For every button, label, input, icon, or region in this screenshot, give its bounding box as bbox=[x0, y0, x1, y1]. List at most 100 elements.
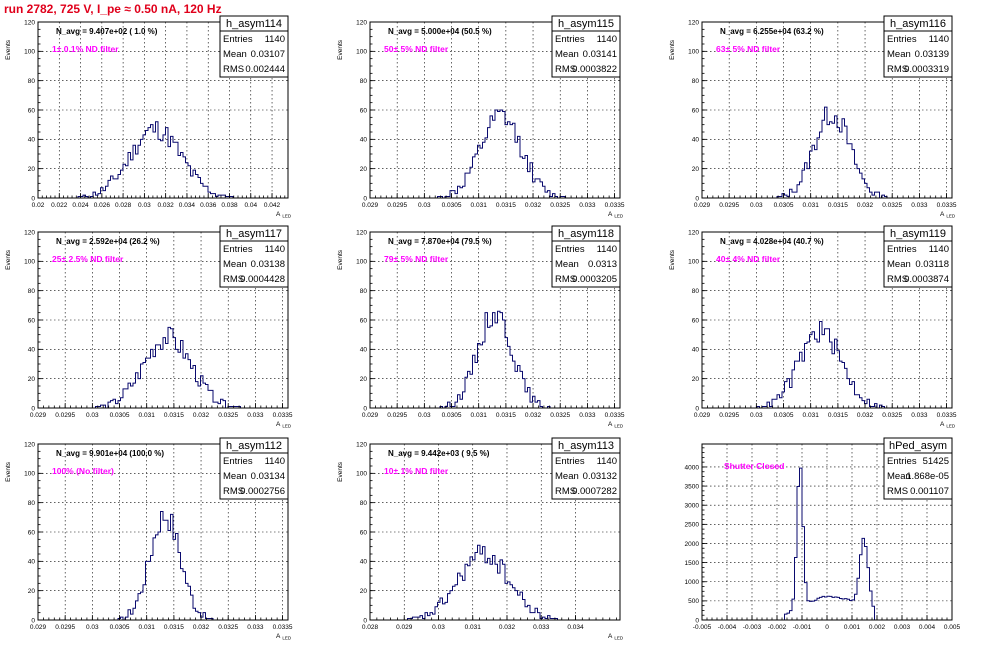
x-tick-label: 0.029 bbox=[694, 202, 711, 209]
x-axis-label: A LED bbox=[276, 421, 292, 429]
x-tick-label: 0.028 bbox=[362, 624, 379, 631]
y-tick-label: 0 bbox=[363, 195, 367, 202]
stats-value: 0.0313 bbox=[588, 259, 617, 270]
x-axis-label: A LED bbox=[940, 211, 956, 219]
y-tick-label: 0 bbox=[695, 617, 699, 624]
stats-value: 0.0003874 bbox=[904, 274, 949, 285]
navg-label: N_avg = 4.028e+04 (40.7 %) bbox=[720, 237, 824, 246]
stats-key: Entries bbox=[223, 456, 253, 467]
histogram-bars bbox=[370, 310, 620, 409]
x-tick-label: 0.033 bbox=[911, 412, 928, 419]
y-tick-label: 40 bbox=[28, 347, 36, 354]
y-tick-label: 100 bbox=[24, 471, 35, 478]
stats-box: h_asym115 Entries 1140 Mean 0.03141 RMS0.0003… bbox=[551, 15, 621, 78]
stats-box: h_asym119 Entries 1140 Mean 0.03118 RMS0.0003… bbox=[883, 225, 953, 288]
y-axis-label: Events bbox=[5, 39, 12, 60]
stats-value: 0.002444 bbox=[245, 64, 285, 75]
x-tick-label: 0.032 bbox=[193, 624, 210, 631]
stats-value: 0.0003319 bbox=[904, 64, 949, 75]
x-tick-label: 0.004 bbox=[919, 624, 936, 631]
x-tick-label: 0.0305 bbox=[110, 412, 130, 419]
x-tick-label: 0.031 bbox=[803, 412, 820, 419]
x-tick-label: 0.0305 bbox=[442, 412, 462, 419]
x-tick-label: 0.03 bbox=[432, 624, 445, 631]
stats-key: RMS bbox=[555, 274, 576, 285]
x-tick-label: 0.033 bbox=[247, 624, 264, 631]
y-tick-label: 80 bbox=[692, 288, 700, 295]
stats-key: RMS bbox=[555, 486, 576, 497]
stats-box: h_asym113 Entries 1140 Mean 0.03132 RMS0.0007… bbox=[551, 437, 621, 500]
y-tick-label: 60 bbox=[360, 317, 368, 324]
y-tick-label: 60 bbox=[692, 107, 700, 114]
stats-value: 0.0003205 bbox=[572, 274, 617, 285]
stats-key: Entries bbox=[887, 456, 917, 467]
y-tick-label: 80 bbox=[692, 78, 700, 85]
y-tick-label: 500 bbox=[688, 598, 699, 605]
stats-key: Entries bbox=[223, 34, 253, 45]
y-tick-label: 60 bbox=[360, 107, 368, 114]
x-tick-label: 0.04 bbox=[244, 202, 257, 209]
histogram-h_asym117: 0.029 0.0295 0.03 0.0305 0.031 0.0315 0.032 0.0… bbox=[5, 225, 293, 429]
x-axis-label: A LED bbox=[940, 421, 956, 429]
stats-value: 1140 bbox=[265, 34, 285, 45]
filter-label: 40± 4% ND filter bbox=[716, 254, 781, 264]
x-tick-label: 0.031 bbox=[471, 202, 488, 209]
filter-label: 50± 5% ND filter bbox=[384, 44, 449, 54]
y-tick-label: 20 bbox=[360, 588, 368, 595]
x-tick-label: 0.03 bbox=[750, 412, 763, 419]
x-tick-label: 0.0295 bbox=[719, 412, 739, 419]
y-tick-label: 100 bbox=[356, 49, 367, 56]
x-tick-label: 0.031 bbox=[139, 624, 156, 631]
histogram-bars bbox=[38, 326, 288, 409]
y-tick-label: 100 bbox=[24, 259, 35, 266]
navg-label: N_avg = 7.870e+04 (79.5 %) bbox=[388, 237, 492, 246]
y-tick-label: 60 bbox=[28, 529, 36, 536]
stats-value: 0.001107 bbox=[910, 486, 949, 497]
x-axis-label: A LED bbox=[608, 211, 624, 219]
x-tick-label: 0.029 bbox=[362, 412, 379, 419]
y-tick-label: 40 bbox=[360, 559, 368, 566]
filter-label: 100% (No filter) bbox=[52, 466, 114, 476]
stats-value: 0.03107 bbox=[251, 49, 285, 60]
stats-value: 0.03134 bbox=[251, 471, 285, 482]
stats-value: 0.0007282 bbox=[572, 486, 617, 497]
stats-title: h_asym116 bbox=[890, 18, 946, 30]
x-tick-label: 0.0335 bbox=[937, 202, 957, 209]
histogram-bars bbox=[38, 510, 288, 621]
x-tick-label: 0.0335 bbox=[273, 624, 293, 631]
histogram-bars bbox=[370, 544, 620, 621]
stats-key: RMS bbox=[223, 64, 244, 75]
histogram-h_asym118: 0.029 0.0295 0.03 0.0305 0.031 0.0315 0.032 0.0… bbox=[337, 225, 625, 429]
y-tick-label: 1500 bbox=[685, 560, 700, 567]
stats-value: 0.03118 bbox=[915, 259, 949, 270]
stats-value: 0.03139 bbox=[915, 49, 949, 60]
stats-key: Entries bbox=[887, 244, 917, 255]
x-tick-label: 0.0305 bbox=[442, 202, 462, 209]
histogram-bars bbox=[38, 121, 288, 199]
x-tick-label: 0.001 bbox=[844, 624, 861, 631]
stats-value: 1140 bbox=[265, 456, 285, 467]
x-tick-label: 0.03 bbox=[418, 202, 431, 209]
x-tick-label: 0.036 bbox=[200, 202, 217, 209]
y-tick-label: 0 bbox=[31, 195, 35, 202]
x-tick-label: -0.001 bbox=[793, 624, 812, 631]
x-tick-label: 0.03 bbox=[86, 624, 99, 631]
stats-key: Mean bbox=[887, 49, 911, 60]
x-tick-label: 0.0335 bbox=[937, 412, 957, 419]
y-axis-label: Events bbox=[337, 461, 344, 482]
navg-label: N_avg = 9.901e+04 (100.0 %) bbox=[56, 449, 164, 458]
histogram-bars bbox=[370, 109, 620, 199]
x-tick-label: 0.0295 bbox=[55, 624, 75, 631]
navg-label: N_avg = 6.255e+04 (63.2 %) bbox=[720, 27, 824, 36]
histogram-h_asym115: 0.029 0.0295 0.03 0.0305 0.031 0.0315 0.032 0.0… bbox=[337, 15, 625, 219]
y-tick-label: 20 bbox=[692, 166, 700, 173]
x-tick-label: 0.0315 bbox=[496, 202, 516, 209]
stats-key: Mean bbox=[223, 49, 247, 60]
x-tick-label: 0.0325 bbox=[882, 412, 902, 419]
y-tick-label: 40 bbox=[692, 347, 700, 354]
y-tick-label: 20 bbox=[28, 166, 36, 173]
y-tick-label: 0 bbox=[695, 195, 699, 202]
navg-label: N_avg = 2.592e+04 (26.2 %) bbox=[56, 237, 160, 246]
x-tick-label: 0.0305 bbox=[110, 624, 130, 631]
stats-box: h_asym116 Entries 1140 Mean 0.03139 RMS0.0003… bbox=[883, 15, 953, 78]
